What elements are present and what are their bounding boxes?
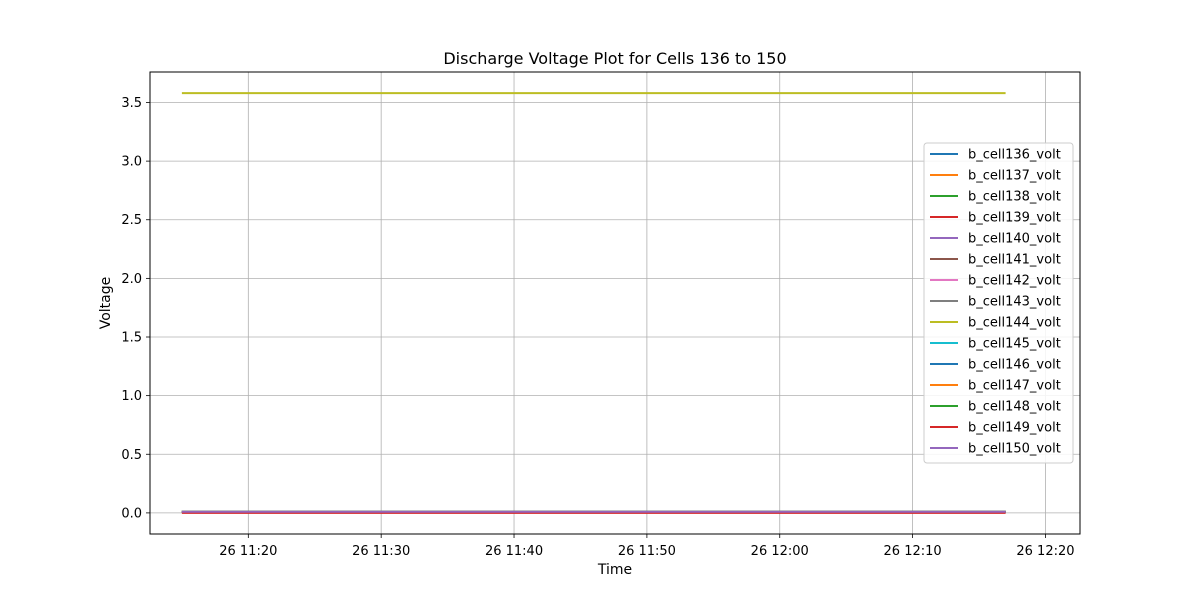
chart-title: Discharge Voltage Plot for Cells 136 to …: [443, 49, 786, 68]
y-tick-label: 2.5: [121, 213, 142, 228]
legend-entry: b_cell137_volt: [968, 169, 1061, 184]
legend-entry: b_cell138_volt: [968, 190, 1061, 205]
legend-entry: b_cell143_volt: [968, 295, 1061, 310]
series-layer: [181, 92, 1006, 514]
legend: b_cell136_volt b_cell137_volt b_cell138_vo…: [923, 142, 1074, 464]
plot-frame: [149, 71, 1081, 535]
x-axis-ticks: 26 11:20 26 11:30 26 11:40 26 11:50 26 12:00…: [219, 534, 1075, 559]
y-tick-label: 0.5: [121, 448, 142, 463]
legend-entry: b_cell141_volt: [968, 253, 1061, 268]
legend-box: [923, 142, 1074, 464]
y-tick-label: 1.5: [121, 331, 142, 346]
legend-entry: b_cell140_volt: [968, 232, 1061, 247]
legend-entry: b_cell139_volt: [968, 211, 1061, 226]
x-tick-label: 26 12:20: [1016, 544, 1074, 559]
y-tick-label: 3.5: [121, 96, 142, 111]
legend-entry: b_cell146_volt: [968, 358, 1061, 373]
x-tick-label: 26 11:30: [352, 544, 410, 559]
x-axis-label: Time: [597, 562, 632, 578]
legend-entry: b_cell150_volt: [968, 442, 1061, 457]
legend-entry: b_cell147_volt: [968, 379, 1061, 394]
legend-entry: b_cell136_volt: [968, 148, 1061, 163]
x-tick-label: 26 11:40: [485, 544, 543, 559]
y-axis-ticks: 0.0 0.5 1.0 1.5 2.0 2.5 3.0 3.5: [121, 96, 150, 521]
y-tick-label: 0.0: [121, 506, 142, 521]
y-tick-label: 1.0: [121, 389, 142, 404]
x-tick-label: 26 12:10: [884, 544, 942, 559]
x-tick-label: 26 11:50: [618, 544, 676, 559]
legend-entry: b_cell145_volt: [968, 337, 1061, 352]
y-axis-label: Voltage: [98, 277, 114, 330]
legend-entry: b_cell142_volt: [968, 274, 1061, 289]
legend-entry: b_cell149_volt: [968, 421, 1061, 436]
x-tick-label: 26 12:00: [751, 544, 809, 559]
legend-entry: b_cell148_volt: [968, 400, 1061, 415]
y-tick-label: 2.0: [121, 272, 142, 287]
legend-entry: b_cell144_volt: [968, 316, 1061, 331]
y-tick-label: 3.0: [121, 155, 142, 170]
x-tick-label: 26 11:20: [219, 544, 277, 559]
